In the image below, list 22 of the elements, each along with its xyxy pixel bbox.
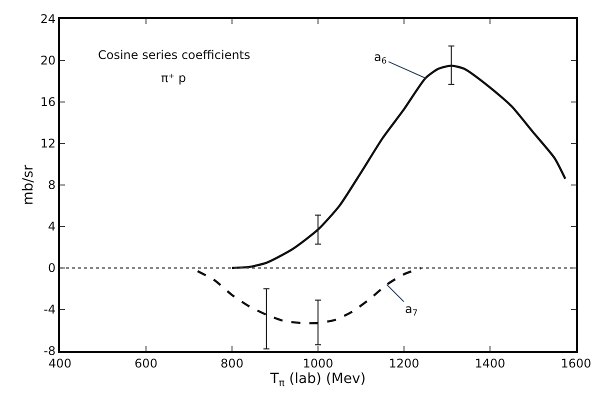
x-tick-label: 1600 <box>560 356 592 370</box>
annotation: Cosine series coefficients <box>98 48 250 62</box>
y-tick-label: 16 <box>40 95 56 110</box>
y-tick-label: 20 <box>40 54 56 68</box>
y-axis-title: mb/sr <box>20 164 36 206</box>
y-tick-label: 0 <box>48 261 56 276</box>
x-tick-label: 1200 <box>388 356 420 370</box>
y-tick-label: 24 <box>40 12 56 26</box>
x-tick-label: 800 <box>220 356 244 370</box>
x-tick-label: 1000 <box>302 356 334 370</box>
annotation: π⁺ p <box>161 71 186 85</box>
y-tick-label: -4 <box>44 302 56 317</box>
x-tick-label: 400 <box>48 356 72 370</box>
y-tick-label: -8 <box>44 344 56 358</box>
text: a$_{6}$ <box>374 50 387 66</box>
x-axis-title: T$_{π}$ (lab) (Mev) <box>269 371 366 390</box>
y-tick-label: 12 <box>40 136 56 151</box>
text: a$_{7}$ <box>405 302 418 318</box>
y-tick-label: 8 <box>48 178 56 192</box>
x-tick-label: 1400 <box>474 356 506 370</box>
x-tick-label: 600 <box>134 356 158 370</box>
y-tick-label: 4 <box>48 220 56 234</box>
